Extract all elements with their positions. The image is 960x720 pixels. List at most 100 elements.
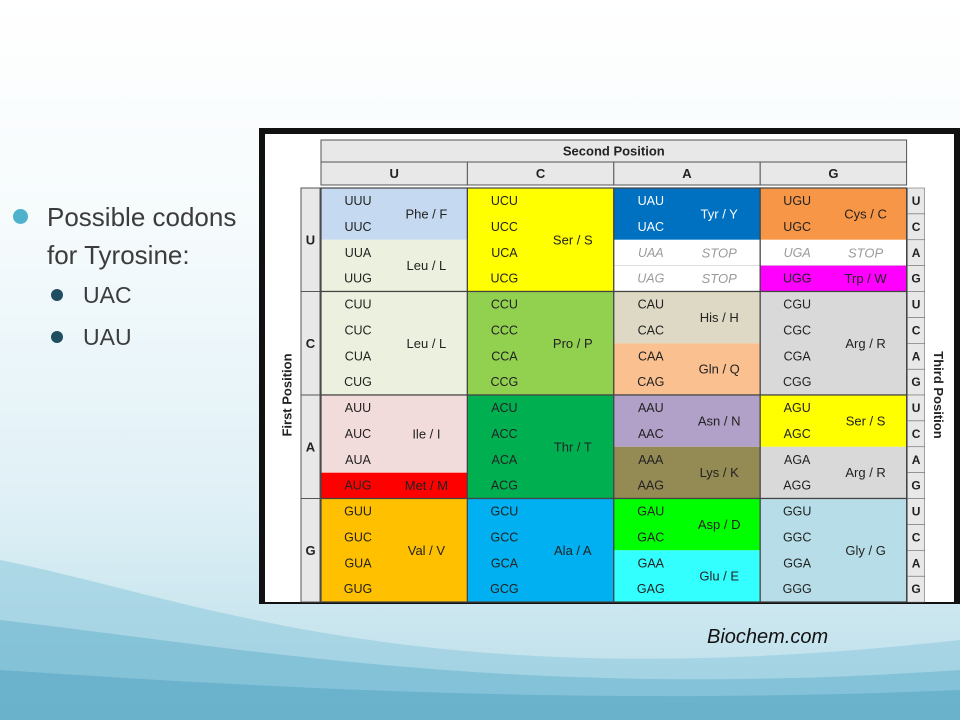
sub-bullet-dot-icon bbox=[51, 331, 63, 343]
amino-acid-label: Asn / N bbox=[698, 413, 741, 428]
amino-acid-group bbox=[760, 291, 907, 396]
amino-acid-label: Pro / P bbox=[553, 336, 593, 351]
codon-label: UUU bbox=[344, 194, 371, 208]
codon-label: AGG bbox=[783, 479, 811, 493]
wave-decoration-3 bbox=[0, 670, 960, 720]
amino-acid-group bbox=[760, 239, 907, 266]
first-base-header bbox=[300, 498, 321, 603]
codon-label: CAC bbox=[638, 323, 664, 337]
amino-acid-label: Gly / G bbox=[845, 543, 885, 558]
codon-label: CCU bbox=[491, 297, 518, 311]
codon-label: UGC bbox=[783, 220, 811, 234]
amino-acid-label: Leu / L bbox=[407, 336, 447, 351]
bullet-dot-icon bbox=[13, 209, 28, 224]
codon-label: GAU bbox=[637, 504, 664, 518]
codon-label: UCC bbox=[491, 220, 518, 234]
second-position-label: Second Position bbox=[563, 144, 665, 159]
amino-acid-label: Trp / W bbox=[845, 271, 888, 286]
codon-label: GCG bbox=[490, 582, 518, 596]
codon-label: AAC bbox=[638, 427, 664, 441]
amino-acid-label: His / H bbox=[700, 310, 739, 325]
codon-label: ACA bbox=[492, 453, 518, 467]
third-base-label: C bbox=[912, 530, 921, 544]
first-base-label: G bbox=[305, 543, 315, 558]
codon-label: ACG bbox=[491, 479, 518, 493]
stop-label: STOP bbox=[702, 245, 737, 260]
amino-acid-group bbox=[760, 188, 907, 240]
amino-acid-label: Gln / Q bbox=[699, 362, 740, 377]
codon-label: CAU bbox=[638, 297, 664, 311]
amino-acid-label: Glu / E bbox=[699, 569, 739, 584]
codon-label: GUA bbox=[344, 556, 372, 570]
amino-acid-group bbox=[467, 188, 614, 292]
stop-label: STOP bbox=[702, 271, 737, 286]
wave-decoration bbox=[0, 560, 960, 720]
codon-label: UGU bbox=[783, 194, 811, 208]
bullet-sub-text: UAU bbox=[83, 324, 132, 350]
amino-acid-label: Leu / L bbox=[407, 258, 447, 273]
codon-label: GGA bbox=[783, 556, 811, 570]
second-base-label: G bbox=[828, 166, 838, 181]
amino-acid-group bbox=[321, 291, 468, 396]
third-base-label: A bbox=[912, 556, 921, 570]
codon-label: CGC bbox=[783, 323, 811, 337]
amino-acid-group bbox=[613, 291, 761, 344]
second-base-header bbox=[759, 161, 908, 186]
codon-label: AAG bbox=[638, 479, 664, 493]
codon-label: GAG bbox=[637, 582, 665, 596]
second-base-label: U bbox=[390, 166, 399, 181]
third-base-label: C bbox=[912, 323, 921, 337]
codon-label: CAA bbox=[638, 349, 664, 363]
codon-label: GCU bbox=[491, 504, 519, 518]
codon-label: GUG bbox=[344, 582, 372, 596]
third-position-label: Third Position bbox=[931, 351, 946, 438]
sub-bullet-dot-icon bbox=[51, 289, 63, 301]
codon-label: GUU bbox=[344, 504, 372, 518]
amino-acid-group bbox=[613, 239, 761, 266]
amino-acid-group bbox=[321, 498, 468, 603]
codon-label: CGG bbox=[783, 375, 811, 389]
amino-acid-group bbox=[613, 446, 761, 499]
wave-decoration-2 bbox=[0, 620, 960, 720]
third-base-label: A bbox=[912, 246, 921, 260]
third-base-label: U bbox=[912, 401, 921, 415]
amino-acid-group bbox=[321, 472, 468, 499]
third-base-label: C bbox=[912, 427, 921, 441]
bullet-main-text: Possible codons for Tyrosine: bbox=[47, 202, 237, 270]
codon-label: UAC bbox=[638, 220, 664, 234]
first-base-label: C bbox=[306, 336, 316, 351]
amino-acid-label: Arg / R bbox=[845, 336, 885, 351]
bullet-sub: UAU bbox=[10, 316, 245, 358]
amino-acid-group bbox=[321, 188, 468, 240]
codon-label: CUA bbox=[345, 349, 372, 363]
amino-acid-group bbox=[613, 343, 761, 396]
third-base-label: G bbox=[911, 272, 920, 286]
codon-label: GGU bbox=[783, 504, 811, 518]
codon-label: CCC bbox=[491, 323, 518, 337]
codon-block-border bbox=[759, 497, 908, 603]
bullet-sub: UAC bbox=[10, 274, 245, 316]
amino-acid-group bbox=[613, 188, 761, 240]
amino-acid-label: Ala / A bbox=[554, 543, 592, 558]
second-base-label: A bbox=[682, 166, 692, 181]
codon-label: CUU bbox=[344, 297, 371, 311]
amino-acid-label: Phe / F bbox=[405, 206, 447, 221]
codon-label: UGA bbox=[784, 246, 811, 260]
amino-acid-group bbox=[760, 498, 907, 603]
third-base-label: U bbox=[912, 194, 921, 208]
stop-label: STOP bbox=[848, 245, 883, 260]
codon-label: CCG bbox=[491, 375, 519, 389]
codon-label: UUC bbox=[344, 220, 371, 234]
codon-label: GUC bbox=[344, 530, 372, 544]
codon-label: GCC bbox=[491, 530, 519, 544]
second-base-label: C bbox=[536, 166, 546, 181]
codon-label: UAU bbox=[638, 194, 664, 208]
codon-label: CUG bbox=[344, 375, 372, 389]
amino-acid-label: Asp / D bbox=[698, 517, 741, 532]
amino-acid-label: Met / M bbox=[405, 478, 448, 493]
codon-label: GCA bbox=[491, 556, 519, 570]
codon-label: UAA bbox=[638, 246, 664, 260]
amino-acid-group bbox=[760, 395, 907, 447]
amino-acid-group bbox=[760, 265, 907, 292]
